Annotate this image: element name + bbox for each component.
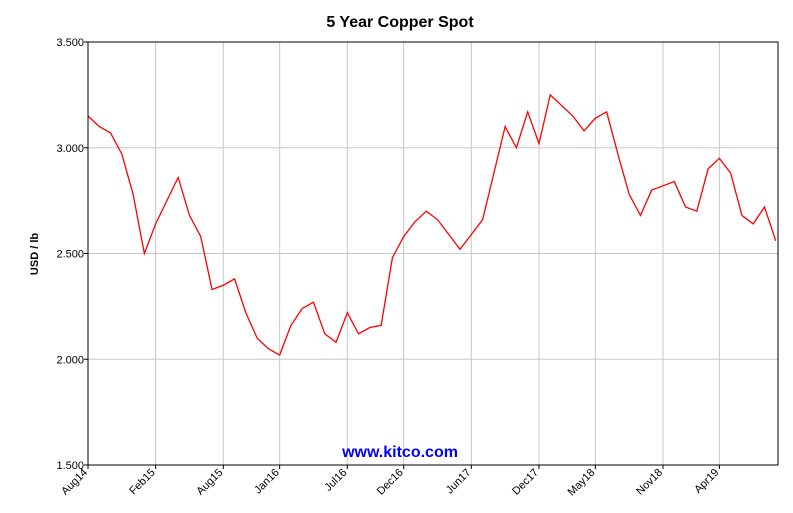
- price-line: [87, 93, 777, 356]
- y-tick-label: 2.500: [56, 249, 84, 261]
- watermark: www.kitco.com: [341, 444, 458, 461]
- y-tick-label: 1.500: [56, 460, 84, 472]
- y-tick-label: 3.000: [56, 143, 84, 155]
- plot-frame: [87, 41, 779, 466]
- y-axis-label: USD / lb: [29, 233, 41, 275]
- y-tick-label: 3.500: [56, 37, 84, 49]
- y-tick-label: 2.000: [56, 354, 84, 366]
- chart-title: 5 Year Copper Spot: [326, 14, 474, 31]
